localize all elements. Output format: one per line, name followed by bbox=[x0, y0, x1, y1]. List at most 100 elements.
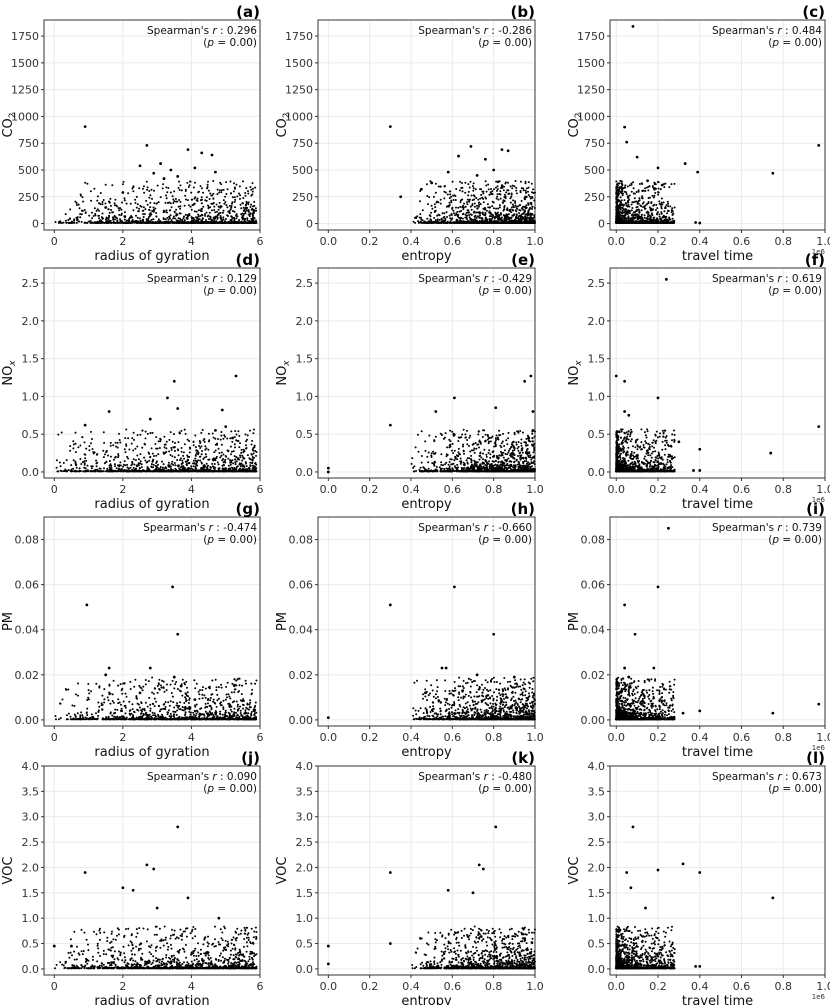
cloud-point bbox=[152, 218, 155, 221]
cloud-point bbox=[491, 193, 494, 196]
cloud-point bbox=[219, 211, 222, 214]
cloud-point bbox=[515, 214, 518, 217]
cloud-point bbox=[446, 216, 448, 218]
cloud-point bbox=[474, 188, 477, 191]
cloud-point bbox=[140, 205, 143, 208]
cloud-point bbox=[102, 199, 105, 201]
cloud-point bbox=[628, 210, 631, 213]
cloud-point bbox=[643, 221, 646, 224]
cloud-point bbox=[196, 217, 199, 220]
cloud-point bbox=[94, 214, 97, 217]
cloud-point bbox=[247, 201, 250, 204]
cloud-point bbox=[447, 221, 450, 224]
cloud-point bbox=[644, 204, 647, 207]
cloud-point bbox=[481, 221, 484, 223]
plot-frame bbox=[43, 19, 261, 231]
cloud-point bbox=[491, 205, 494, 208]
cloud-point bbox=[628, 194, 631, 197]
cloud-point bbox=[125, 221, 128, 224]
cloud-point bbox=[495, 180, 498, 183]
cloud-point bbox=[500, 184, 503, 187]
cloud-point bbox=[132, 466, 135, 469]
cloud-point bbox=[111, 184, 114, 187]
cloud-point bbox=[194, 434, 197, 437]
cloud-point bbox=[525, 187, 528, 190]
cloud-point bbox=[507, 213, 510, 216]
cloud-point bbox=[477, 201, 480, 204]
cloud-point bbox=[182, 451, 185, 454]
cloud-point bbox=[615, 215, 618, 218]
cloud-point bbox=[479, 214, 481, 217]
y-tick-label: 750 bbox=[584, 137, 605, 150]
cloud-point bbox=[232, 190, 235, 193]
cloud-point bbox=[110, 204, 112, 207]
cloud-point bbox=[464, 181, 467, 184]
cloud-point bbox=[434, 206, 437, 209]
cloud-point bbox=[627, 196, 630, 199]
cloud-point bbox=[227, 221, 230, 224]
cloud-point bbox=[515, 216, 518, 219]
cloud-point bbox=[255, 463, 258, 466]
cloud-point bbox=[179, 200, 182, 203]
cloud-point bbox=[101, 203, 104, 206]
cloud-point bbox=[186, 199, 189, 202]
cloud-point bbox=[228, 211, 231, 214]
cloud-point bbox=[499, 212, 502, 215]
cloud-point bbox=[482, 192, 485, 195]
cloud-point bbox=[229, 208, 232, 211]
cloud-point bbox=[452, 199, 455, 201]
cloud-point bbox=[249, 205, 252, 208]
cloud-point bbox=[437, 201, 440, 204]
cloud-point bbox=[173, 462, 176, 464]
cloud-point bbox=[103, 467, 105, 470]
cloud-point bbox=[207, 448, 210, 451]
cloud-point bbox=[146, 468, 149, 471]
data-point bbox=[104, 206, 108, 209]
cloud-point bbox=[630, 190, 633, 193]
data-point bbox=[660, 183, 664, 187]
x-tick-label: 0.4 bbox=[691, 235, 709, 248]
cloud-point bbox=[96, 461, 99, 464]
cloud-point bbox=[174, 198, 177, 200]
spearman-r: Spearman's r : -0.286 bbox=[418, 25, 532, 37]
panel-b: 0.0 0.2 0.4 0.6 0.8 1.00250500750100012501500… bbox=[275, 3, 544, 264]
cloud-point bbox=[238, 185, 241, 188]
cloud-point bbox=[64, 219, 67, 222]
cloud-point bbox=[136, 216, 139, 219]
cloud-point bbox=[173, 211, 176, 213]
cloud-point bbox=[625, 202, 628, 205]
cloud-point bbox=[244, 217, 247, 220]
cloud-point bbox=[669, 205, 672, 208]
cloud-point bbox=[476, 207, 479, 210]
cloud-point bbox=[507, 189, 510, 192]
cloud-point bbox=[224, 455, 227, 457]
cloud-point bbox=[165, 197, 168, 200]
cloud-point bbox=[512, 209, 514, 212]
cloud-point bbox=[666, 212, 669, 215]
cloud-point bbox=[239, 203, 242, 206]
cloud-point bbox=[524, 182, 527, 185]
cloud-point bbox=[671, 207, 674, 210]
cloud-point bbox=[448, 201, 451, 204]
cloud-point bbox=[79, 213, 82, 216]
cloud-point bbox=[242, 451, 245, 454]
cloud-point bbox=[121, 183, 124, 186]
cloud-point bbox=[148, 190, 151, 192]
cloud-point bbox=[137, 210, 140, 213]
cloud-point bbox=[225, 204, 228, 207]
cloud-point bbox=[96, 195, 99, 198]
cloud-point bbox=[644, 207, 647, 210]
cloud-point bbox=[95, 209, 98, 212]
cloud-point bbox=[141, 218, 144, 221]
cloud-point bbox=[462, 221, 465, 224]
cloud-point bbox=[131, 219, 134, 221]
cloud-point bbox=[170, 449, 173, 451]
cloud-point bbox=[664, 218, 666, 221]
cloud-point bbox=[245, 209, 248, 212]
cloud-point bbox=[520, 219, 523, 222]
cloud-point bbox=[118, 209, 121, 212]
cloud-point bbox=[230, 450, 233, 453]
cloud-point bbox=[239, 221, 242, 224]
cloud-point bbox=[170, 219, 173, 222]
cloud-point bbox=[457, 206, 460, 209]
